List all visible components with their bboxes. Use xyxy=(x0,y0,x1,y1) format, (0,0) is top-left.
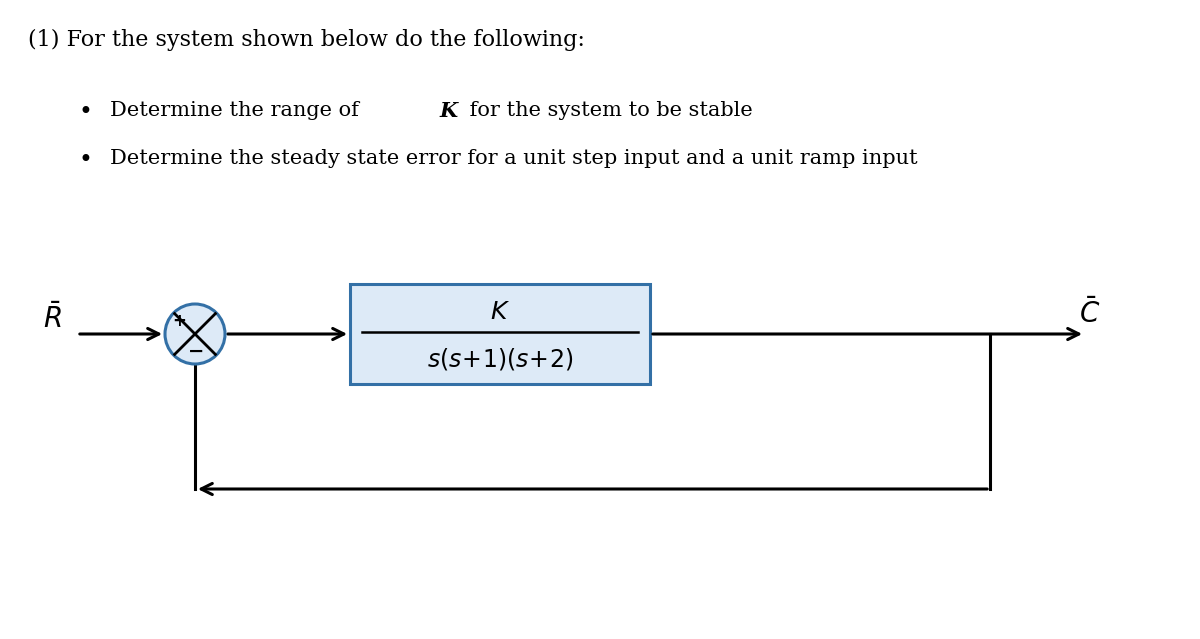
Text: •: • xyxy=(78,149,92,172)
Text: $\bar{R}$: $\bar{R}$ xyxy=(43,304,61,334)
Text: for the system to be stable: for the system to be stable xyxy=(463,101,752,120)
FancyBboxPatch shape xyxy=(350,284,650,384)
Text: Determine the steady state error for a unit step input and a unit ramp input: Determine the steady state error for a u… xyxy=(110,149,918,168)
Text: Determine the range of: Determine the range of xyxy=(110,101,366,120)
Text: +: + xyxy=(173,312,186,330)
Circle shape xyxy=(166,304,226,364)
Text: $\bar{C}$: $\bar{C}$ xyxy=(1079,298,1100,329)
Text: −: − xyxy=(188,342,205,361)
Text: K: K xyxy=(439,101,458,121)
Text: •: • xyxy=(78,101,92,124)
Text: $s(s\!+\!1)(s\!+\!2)$: $s(s\!+\!1)(s\!+\!2)$ xyxy=(427,346,574,372)
Text: $K$: $K$ xyxy=(490,300,510,324)
Text: (1) For the system shown below do the following:: (1) For the system shown below do the fo… xyxy=(28,29,584,51)
